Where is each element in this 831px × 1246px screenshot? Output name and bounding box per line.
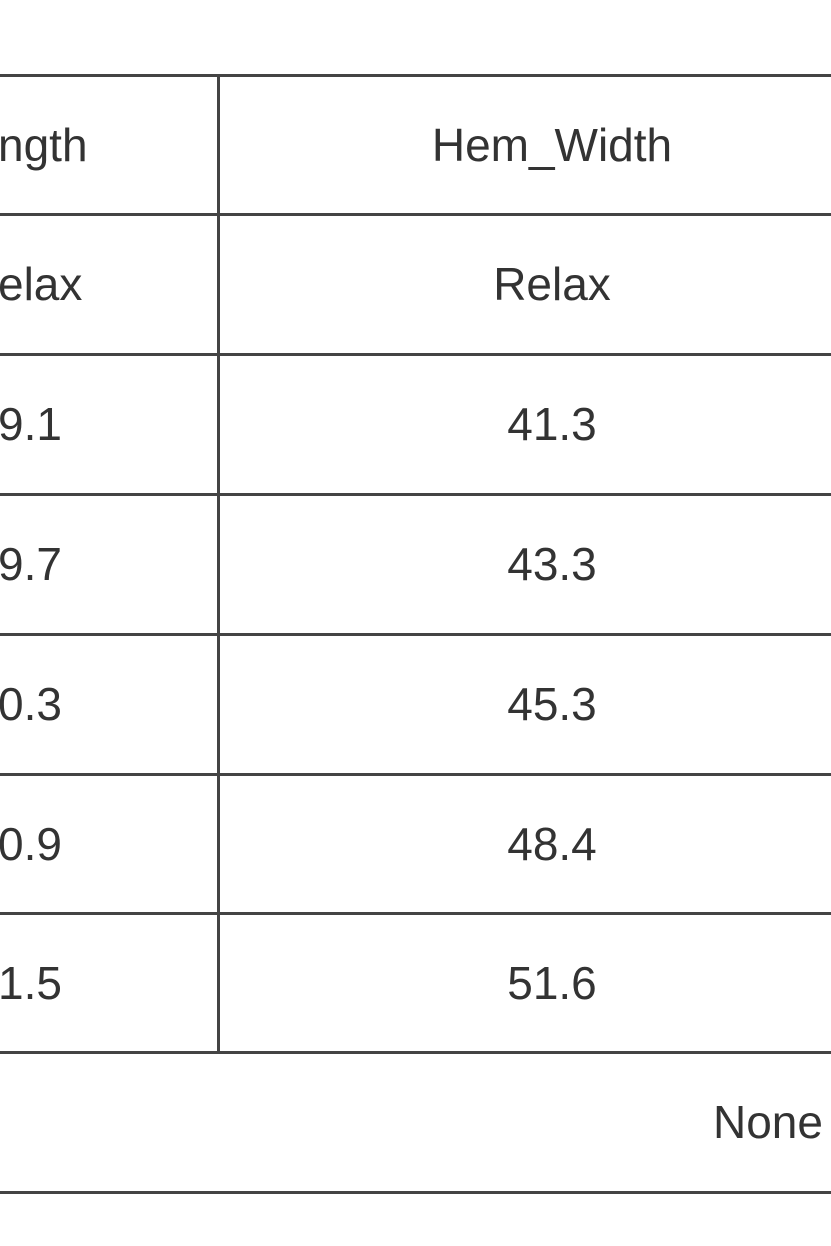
column-border: [217, 75, 220, 1053]
row-border: [0, 633, 831, 636]
table-cell: 41.3: [507, 398, 597, 450]
table-cell: 9.7: [0, 538, 62, 590]
table-cell: 45.3: [507, 678, 597, 730]
table-cell: 9.1: [0, 398, 62, 450]
table-cell: 48.4: [507, 817, 597, 870]
row-border: [0, 912, 831, 915]
row-border: [0, 1191, 831, 1194]
table-cell: 51.6: [507, 956, 597, 1009]
table-cell: Relax: [493, 258, 611, 310]
row-border: [0, 773, 831, 776]
table-cell: 1.5: [0, 956, 62, 1009]
row-border: [0, 493, 831, 496]
table-cell: Hem_Width: [431, 118, 673, 171]
row-border: [0, 1051, 831, 1054]
row-border: [0, 213, 831, 216]
table-cell: 0.9: [0, 817, 62, 870]
table-cell: elax: [0, 258, 83, 310]
table-cell: 43.3: [507, 538, 597, 590]
row-border: [0, 353, 831, 356]
table-cell: 0.3: [0, 678, 62, 730]
row-border: [0, 74, 831, 77]
table-cell: ngth: [0, 118, 88, 171]
footer-cell: None: [713, 1096, 823, 1148]
